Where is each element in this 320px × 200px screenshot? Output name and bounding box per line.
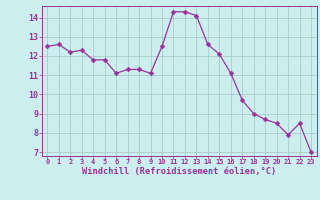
X-axis label: Windchill (Refroidissement éolien,°C): Windchill (Refroidissement éolien,°C): [82, 167, 276, 176]
